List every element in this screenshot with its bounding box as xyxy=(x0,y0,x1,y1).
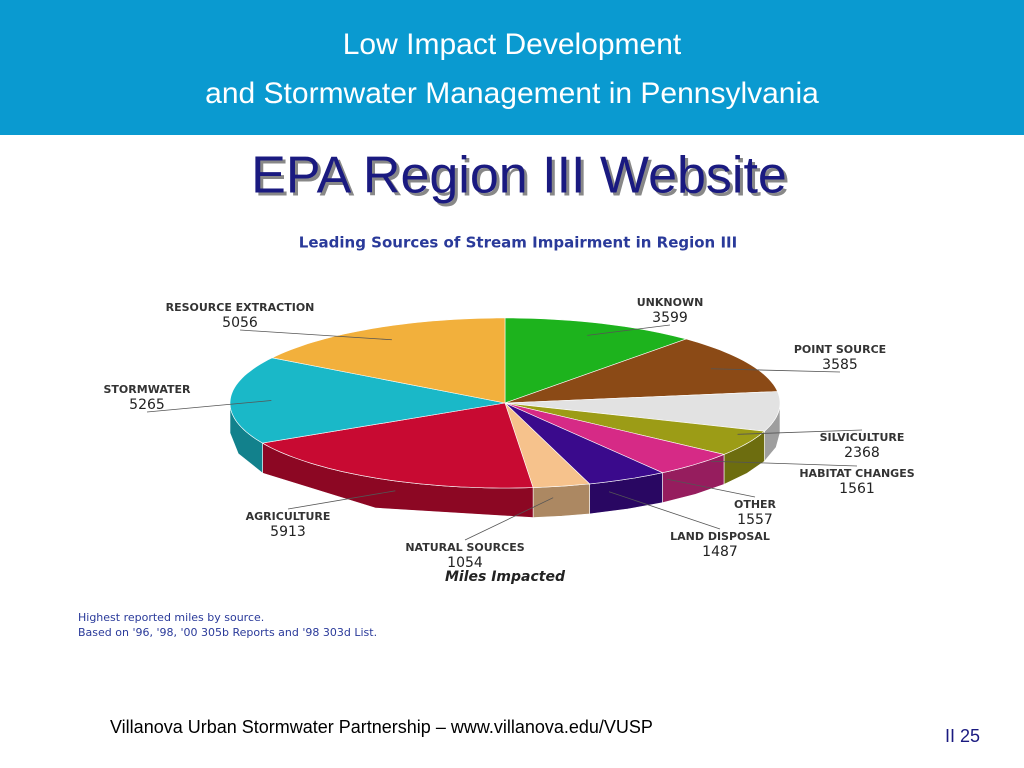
pie-slice xyxy=(261,402,534,489)
page-number: II 25 xyxy=(945,726,980,746)
pie-slice xyxy=(504,317,688,404)
leader-line xyxy=(710,368,841,373)
slide-title: EPA Region III Website xyxy=(251,147,787,205)
slice-label: HABITAT CHANGES xyxy=(799,467,914,480)
slice-value: 1561 xyxy=(839,481,875,497)
slice-value: 2368 xyxy=(844,445,880,461)
footer-credit: Villanova Urban Stormwater Partnership –… xyxy=(110,717,653,737)
slice-value: 5056 xyxy=(222,315,258,331)
note: Highest reported miles by source. xyxy=(78,611,264,624)
pie-slice xyxy=(504,338,778,404)
slice-label: UNKNOWN xyxy=(637,296,704,309)
slice-label: RESOURCE EXTRACTION xyxy=(166,301,315,314)
note: Based on '96, '98, '00 305b Reports and … xyxy=(78,626,377,639)
chart-title: Leading Sources of Stream Impairment in … xyxy=(299,234,737,252)
leader-line xyxy=(737,429,863,435)
slice-label: SILVICULTURE xyxy=(820,431,905,444)
title-shadow: EPA Region III Website xyxy=(254,150,790,208)
pie-slice xyxy=(504,402,726,474)
slice-label: POINT SOURCE xyxy=(794,343,886,356)
slice-label: LAND DISPOSAL xyxy=(670,530,770,543)
leader-line xyxy=(608,491,721,530)
slice-label: NATURAL SOURCES xyxy=(405,541,524,554)
leader-line xyxy=(464,497,554,541)
header-line: Low Impact Development xyxy=(343,28,682,61)
leader-line xyxy=(710,460,858,467)
slice-label: OTHER xyxy=(734,498,777,511)
leader-line xyxy=(146,400,272,413)
leader-line xyxy=(666,478,756,498)
slice-value: 5265 xyxy=(129,397,165,413)
slice-value: 3585 xyxy=(822,357,858,373)
slice-label: STORMWATER xyxy=(104,383,192,396)
pie-slice xyxy=(504,391,781,432)
pie-side xyxy=(532,483,590,518)
slice-value: 1487 xyxy=(702,544,738,560)
slice-label: AGRICULTURE xyxy=(246,510,331,523)
leader-line xyxy=(239,329,392,341)
header-band xyxy=(0,0,1024,135)
slice-value: 3599 xyxy=(652,310,688,326)
leader-line xyxy=(587,324,671,336)
pie-slice xyxy=(271,317,506,404)
leader-line xyxy=(287,490,396,510)
pie-slice xyxy=(229,357,506,444)
chart-caption: Miles Impacted xyxy=(445,569,566,585)
header-line: and Stormwater Management in Pennsylvani… xyxy=(205,77,819,110)
pie-slice xyxy=(504,402,664,485)
slice-value: 1557 xyxy=(737,512,773,528)
slice-value: 1054 xyxy=(447,555,483,571)
slice-value: 5913 xyxy=(270,524,306,540)
